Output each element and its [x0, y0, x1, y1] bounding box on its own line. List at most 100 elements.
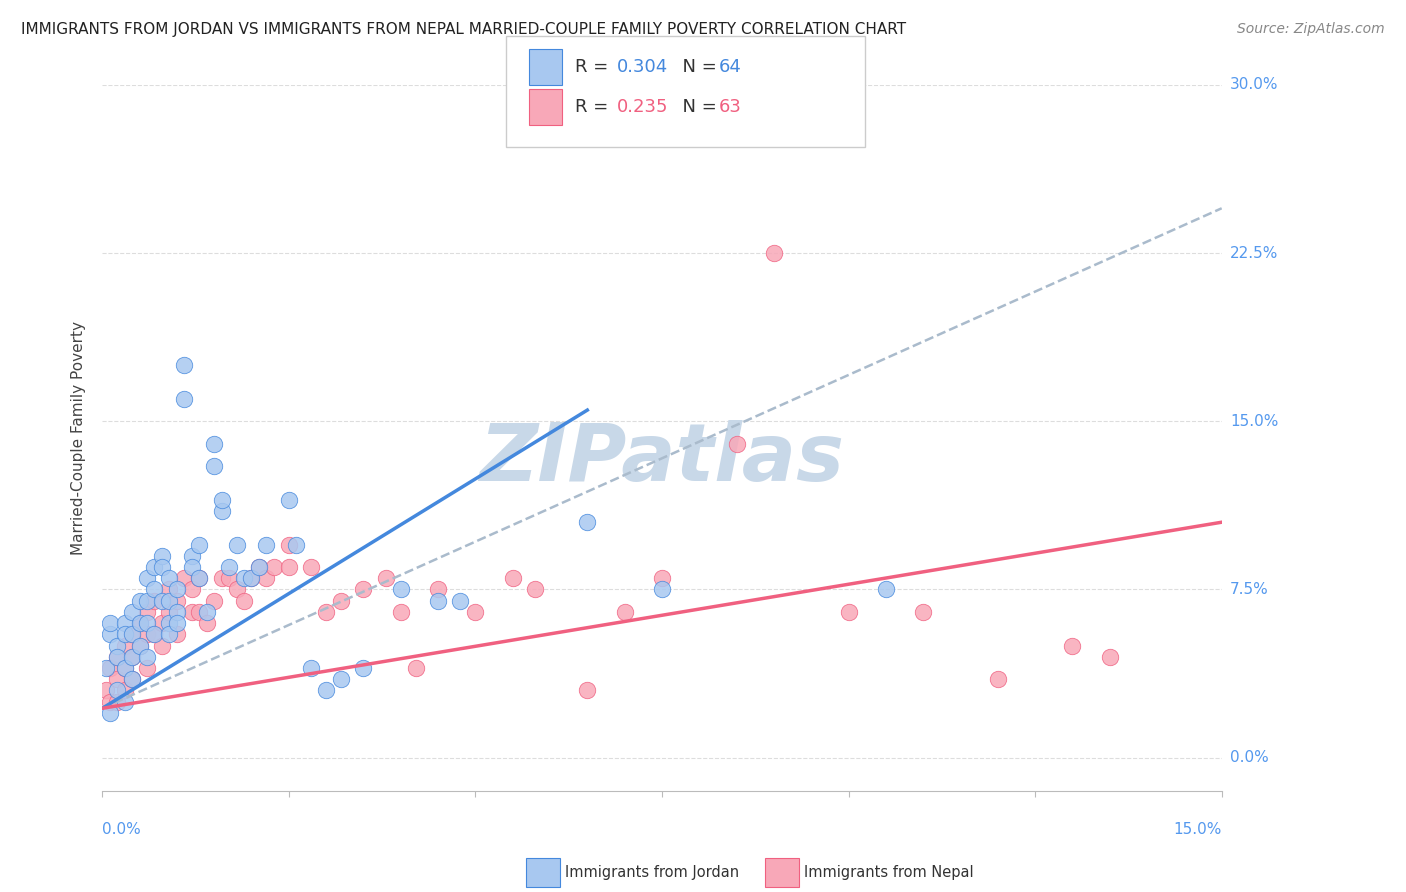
Point: [240, 571, 263, 585]
Point: [114, 616, 136, 631]
Point: [254, 538, 277, 552]
Point: [128, 639, 150, 653]
Point: [188, 571, 211, 585]
Point: [987, 672, 1010, 686]
Point: [166, 582, 188, 597]
Point: [105, 683, 128, 698]
Point: [277, 492, 299, 507]
Point: [121, 649, 143, 664]
Point: [173, 392, 195, 406]
Point: [374, 571, 396, 585]
Point: [157, 582, 180, 597]
Point: [105, 649, 128, 664]
Point: [128, 616, 150, 631]
Text: 7.5%: 7.5%: [1230, 582, 1268, 597]
Point: [121, 627, 143, 641]
Point: [105, 672, 128, 686]
Point: [136, 605, 159, 619]
Text: 0.0%: 0.0%: [103, 822, 141, 837]
Point: [405, 661, 427, 675]
Point: [121, 627, 143, 641]
Point: [180, 582, 202, 597]
Point: [651, 571, 673, 585]
Point: [330, 593, 353, 607]
Text: 0.235: 0.235: [617, 98, 669, 116]
Point: [352, 661, 374, 675]
Point: [128, 639, 150, 653]
Text: N =: N =: [671, 58, 723, 76]
Point: [225, 582, 247, 597]
Point: [1062, 639, 1084, 653]
Point: [613, 605, 636, 619]
Point: [502, 571, 524, 585]
Point: [211, 492, 233, 507]
Point: [114, 639, 136, 653]
Point: [157, 593, 180, 607]
Point: [524, 582, 547, 597]
Point: [105, 695, 128, 709]
Point: [277, 538, 299, 552]
Point: [121, 605, 143, 619]
Point: [299, 661, 322, 675]
Point: [136, 571, 159, 585]
Point: [143, 560, 166, 574]
Point: [912, 605, 935, 619]
Point: [98, 627, 121, 641]
Point: [576, 515, 599, 529]
Point: [98, 695, 121, 709]
Text: R =: R =: [575, 58, 614, 76]
Point: [143, 593, 166, 607]
Point: [150, 549, 173, 563]
Point: [166, 627, 188, 641]
Point: [352, 582, 374, 597]
Text: Source: ZipAtlas.com: Source: ZipAtlas.com: [1237, 22, 1385, 37]
Point: [114, 661, 136, 675]
Text: ZIPatlas: ZIPatlas: [479, 420, 845, 499]
Point: [1098, 649, 1121, 664]
Point: [121, 649, 143, 664]
Point: [143, 582, 166, 597]
Point: [247, 560, 270, 574]
Point: [105, 639, 128, 653]
Point: [188, 538, 211, 552]
Point: [576, 683, 599, 698]
Point: [240, 571, 263, 585]
Point: [157, 627, 180, 641]
Point: [136, 627, 159, 641]
Point: [725, 436, 748, 450]
Text: 64: 64: [718, 58, 741, 76]
Point: [173, 571, 195, 585]
Point: [254, 571, 277, 585]
Text: N =: N =: [671, 98, 723, 116]
Point: [98, 616, 121, 631]
Point: [211, 571, 233, 585]
Point: [838, 605, 860, 619]
Text: 63: 63: [718, 98, 741, 116]
Point: [315, 683, 337, 698]
Point: [166, 593, 188, 607]
Point: [180, 549, 202, 563]
Point: [143, 627, 166, 641]
Point: [114, 683, 136, 698]
Text: R =: R =: [575, 98, 614, 116]
Text: 0.304: 0.304: [617, 58, 668, 76]
Point: [150, 616, 173, 631]
Point: [218, 571, 240, 585]
Point: [114, 695, 136, 709]
Point: [188, 571, 211, 585]
Point: [218, 560, 240, 574]
Point: [263, 560, 285, 574]
Point: [195, 616, 218, 631]
Text: 15.0%: 15.0%: [1230, 414, 1278, 429]
Point: [136, 593, 159, 607]
Point: [427, 593, 450, 607]
Point: [247, 560, 270, 574]
Point: [157, 616, 180, 631]
Y-axis label: Married-Couple Family Poverty: Married-Couple Family Poverty: [72, 321, 86, 555]
Point: [150, 639, 173, 653]
Point: [285, 538, 308, 552]
Point: [114, 627, 136, 641]
Point: [143, 627, 166, 641]
Point: [875, 582, 897, 597]
Point: [98, 706, 121, 720]
